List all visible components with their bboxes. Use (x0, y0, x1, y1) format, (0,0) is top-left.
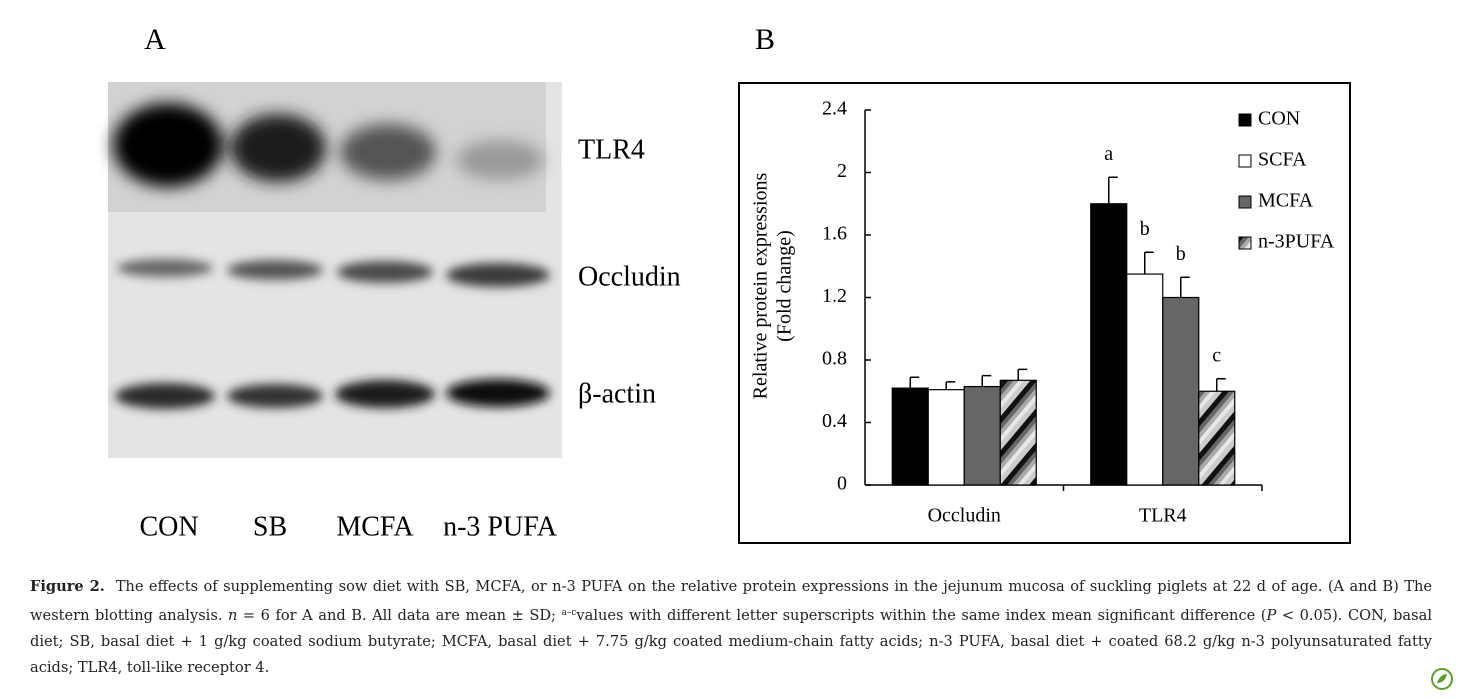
figure-caption: Figure 2. The effects of supplementing s… (30, 574, 1432, 681)
legend-label: MCFA (1258, 190, 1314, 212)
caption-text: = 6 for A and B. All data are mean ± SD; (237, 607, 562, 624)
caption-text: P (1266, 607, 1277, 624)
band-label: β-actin (578, 378, 656, 409)
blot-image (108, 82, 562, 458)
panel-label: A (144, 23, 166, 56)
significance-letter: c (1212, 344, 1221, 366)
legend-swatch (1238, 236, 1252, 250)
y-tick-label: 2 (837, 160, 847, 182)
bar (1162, 296, 1200, 486)
caption-text: The effects of supplementing sow diet wi… (30, 578, 1432, 624)
bar (1090, 203, 1128, 486)
logo-icon (1431, 668, 1453, 690)
error-bar (1180, 276, 1190, 298)
x-tick-label: Occludin (928, 505, 1001, 527)
bar (927, 389, 965, 486)
panel-label: B (755, 23, 775, 56)
bar (1126, 273, 1164, 486)
y-tick-label: 0 (837, 473, 847, 495)
caption-label: Figure 2. (30, 578, 105, 595)
error-bar (1144, 251, 1154, 275)
legend-swatch (1238, 113, 1252, 127)
lane-label: MCFA (336, 511, 414, 542)
error-bar (945, 381, 956, 390)
legend-swatch (1238, 154, 1252, 168)
caption-superscript: a–c (561, 608, 577, 618)
band-label: TLR4 (578, 134, 645, 165)
caption-text: n (228, 607, 238, 624)
figure: A B TLR4 Occludin β-actin CON SB MCFA n-3 PUFA… (108, 23, 1351, 544)
significance-letter: b (1140, 218, 1150, 240)
significance-letter: b (1176, 243, 1186, 265)
y-tick-label: 2.4 (822, 98, 847, 120)
legend-label: CON (1258, 108, 1300, 130)
lane-label: SB (253, 511, 287, 542)
error-bar (1017, 368, 1028, 381)
lane-label: n-3 PUFA (443, 511, 558, 542)
legend-swatch (1238, 195, 1252, 209)
lane-label: CON (139, 511, 198, 542)
y-axis-label: Relative protein expressions (750, 172, 772, 399)
x-tick-label: TLR4 (1139, 505, 1187, 527)
chart-frame (738, 82, 1351, 544)
y-tick-label: 0.8 (822, 348, 847, 370)
error-bar (1108, 176, 1118, 204)
caption-text: < 0.05). CON, basal diet; SB, basal diet… (30, 607, 1432, 676)
error-bar (981, 374, 992, 387)
band-label: Occludin (578, 261, 681, 292)
bar (963, 385, 1001, 486)
y-axis-label: (Fold change) (774, 230, 796, 342)
caption-text: values with different letter superscript… (576, 607, 1267, 624)
significance-letter: a (1104, 143, 1113, 165)
legend-label: n-3PUFA (1258, 231, 1335, 253)
legend-label: SCFA (1258, 149, 1307, 171)
bar (891, 387, 929, 486)
y-tick-label: 0.4 (822, 410, 847, 432)
bar (999, 379, 1037, 486)
y-tick-label: 1.2 (822, 285, 847, 307)
y-tick-label: 1.6 (822, 223, 847, 245)
bar (1198, 390, 1236, 486)
error-bar (1216, 378, 1226, 392)
error-bar (909, 376, 920, 389)
